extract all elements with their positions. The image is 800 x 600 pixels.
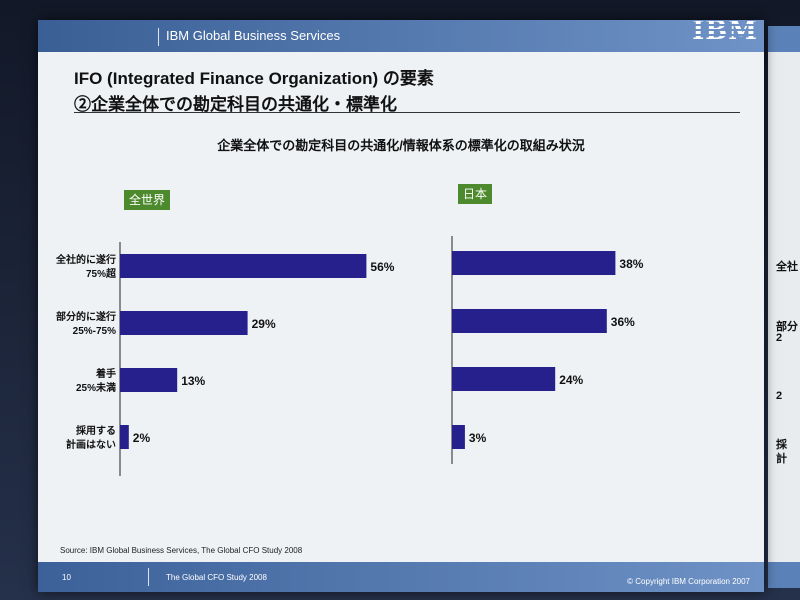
chart-bar <box>452 309 607 333</box>
chart-category-label: 25%-75% <box>73 326 116 337</box>
footer-divider <box>148 568 149 586</box>
footer-copyright: © Copyright IBM Corporation 2007 <box>627 577 750 586</box>
page-number: 10 <box>62 573 71 582</box>
slide-title-line1: IFO (Integrated Finance Organization) の要… <box>74 69 434 88</box>
slide-header: IBM Global Business Services <box>38 20 764 52</box>
chart-bar <box>452 367 556 391</box>
next-slide-footer <box>768 562 800 588</box>
chart-value-label: 13% <box>181 374 205 388</box>
next-slide-label: 採 <box>776 439 787 451</box>
slide-footer: 10 The Global CFO Study 2008 © Copyright… <box>38 562 764 592</box>
next-slide-edge: 全社 部分 2 2 採 計 <box>768 26 800 588</box>
panel-label-japan: 日本 <box>458 184 493 204</box>
chart-bar <box>120 368 178 392</box>
title-rule <box>74 112 740 113</box>
chart-value-label: 56% <box>370 260 394 274</box>
chart-category-label: 採用する <box>76 424 116 437</box>
next-slide-label: 全社 <box>776 261 798 273</box>
next-slide-label: 2 <box>776 332 783 344</box>
chart-bar <box>120 425 129 449</box>
chart-category-label: 75%超 <box>86 267 117 280</box>
chart-category-label: 計画はない <box>66 438 116 451</box>
next-slide-label: 2 <box>776 390 783 402</box>
chart-value-label: 2% <box>133 431 151 445</box>
chart-bar <box>452 251 616 275</box>
chart-category-label: 部分的に遂行 <box>56 310 116 323</box>
panel-label-global: 全世界 <box>124 190 171 210</box>
chart-bar <box>452 425 465 449</box>
next-slide-header <box>768 26 800 52</box>
chart-value-label: 24% <box>559 373 583 387</box>
slide-title-line2: ②企業全体での勘定科目の共通化・標準化 <box>74 95 397 114</box>
chart-bar <box>120 254 367 278</box>
presentation-slide: IBM Global Business Services IBM IFO (In… <box>38 20 764 592</box>
chart-value-label: 3% <box>469 431 487 445</box>
next-slide-label: 部分 <box>776 321 798 333</box>
chart-value-label: 38% <box>619 257 643 271</box>
source-note: Source: IBM Global Business Services, Th… <box>60 546 303 555</box>
chart-category-label: 着手 <box>95 367 116 380</box>
next-slide-label: 計 <box>776 453 787 465</box>
header-brand: IBM Global Business Services <box>166 28 341 43</box>
chart-value-label: 29% <box>252 317 276 331</box>
chart-value-label: 36% <box>611 315 635 329</box>
chart-subtitle: 企業全体での勘定科目の共通化/情報体系の標準化の取組み状況 <box>217 138 585 153</box>
header-divider <box>158 28 159 46</box>
ibm-logo: IBM <box>692 20 758 46</box>
chart-bar <box>120 311 248 335</box>
chart-category-label: 全社的に遂行 <box>55 253 116 266</box>
footer-study: The Global CFO Study 2008 <box>166 573 267 582</box>
chart-category-label: 25%未満 <box>76 381 116 394</box>
